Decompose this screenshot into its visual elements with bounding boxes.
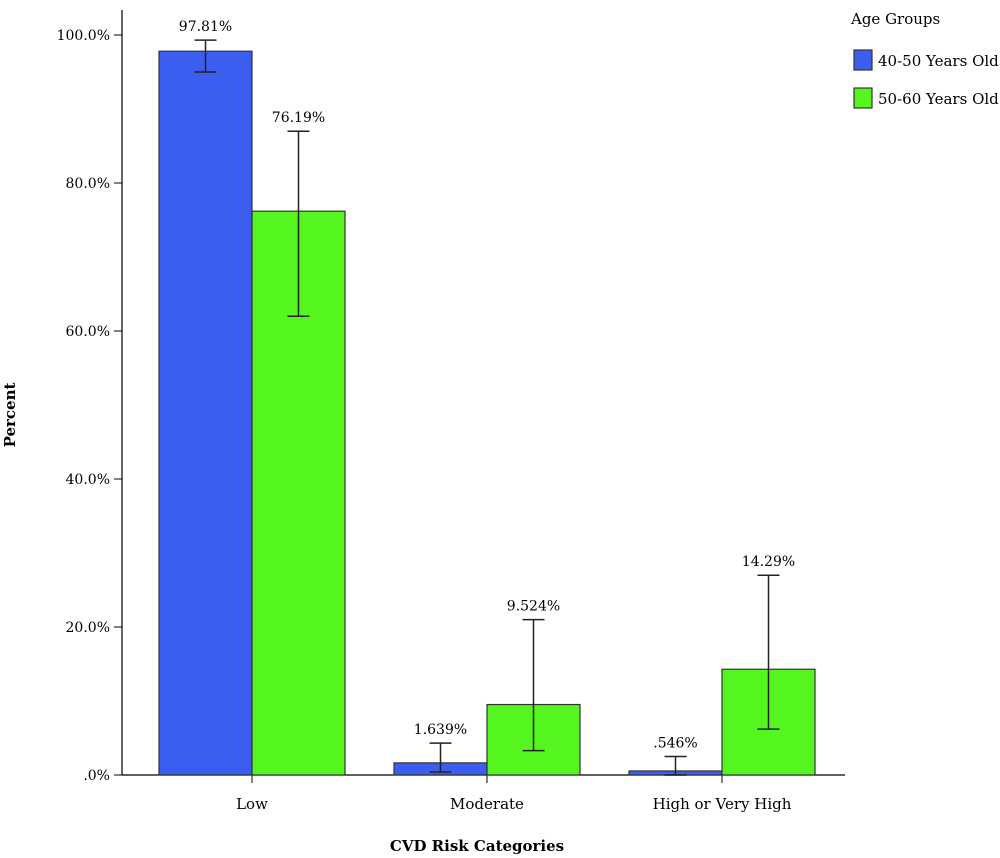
- data-label: 1.639%: [414, 722, 467, 738]
- y-axis: .0% 20.0% 40.0% 60.0% 80.0% 100.0%: [57, 10, 123, 784]
- legend-title: Age Groups: [850, 10, 940, 28]
- x-axis: Low Moderate High or Very High: [122, 774, 845, 813]
- y-tick-label: 100.0%: [57, 28, 110, 44]
- data-label: 9.524%: [507, 599, 560, 615]
- y-axis-title: Percent: [1, 383, 19, 448]
- legend-swatch: [853, 87, 873, 109]
- y-tick-label: 40.0%: [66, 472, 110, 488]
- y-tick-label: .0%: [83, 768, 110, 784]
- x-tick-label: Moderate: [450, 795, 524, 813]
- y-tick-label: 80.0%: [66, 176, 110, 192]
- x-tick-label: High or Very High: [653, 795, 792, 813]
- y-tick-label: 60.0%: [66, 324, 110, 340]
- x-tick-label: Low: [236, 795, 268, 813]
- y-tick-label: 20.0%: [66, 620, 110, 636]
- data-label: .546%: [653, 736, 697, 752]
- legend: Age Groups 40-50 Years Old 50-60 Years Ol…: [850, 10, 999, 109]
- x-axis-title: CVD Risk Categories: [390, 837, 564, 855]
- data-label: 76.19%: [272, 110, 325, 126]
- bars: [158, 50, 816, 776]
- legend-swatch: [853, 49, 873, 71]
- legend-label: 40-50 Years Old: [878, 52, 999, 70]
- data-label: 97.81%: [179, 19, 232, 35]
- bar: [158, 50, 253, 776]
- data-labels: 97.81% 76.19% 1.639% 9.524% .546% 14.29%: [179, 19, 795, 751]
- legend-label: 50-60 Years Old: [878, 90, 999, 108]
- data-label: 14.29%: [742, 554, 795, 570]
- error-bars: [194, 39, 780, 776]
